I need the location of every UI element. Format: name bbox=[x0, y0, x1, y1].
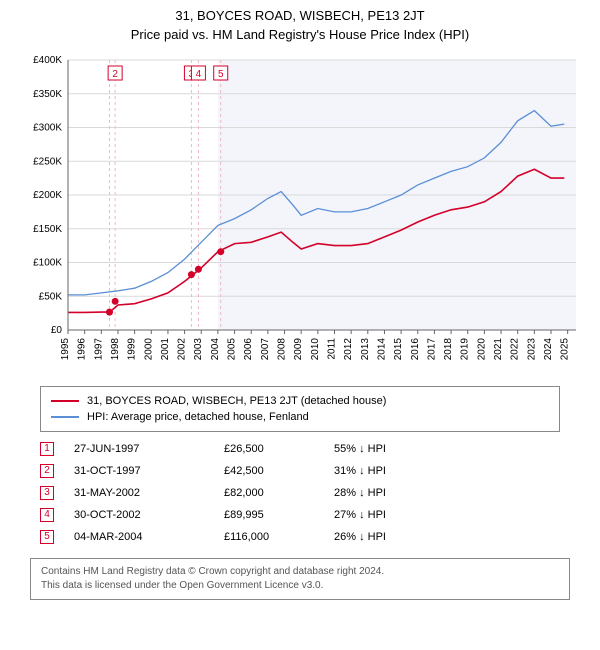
svg-text:£100K: £100K bbox=[33, 258, 62, 269]
sale-price: £42,500 bbox=[224, 460, 334, 482]
footer-line2: This data is licensed under the Open Gov… bbox=[41, 579, 559, 593]
svg-text:2020: 2020 bbox=[476, 338, 487, 361]
svg-text:2: 2 bbox=[112, 69, 118, 80]
title-block: 31, BOYCES ROAD, WISBECH, PE13 2JT Price… bbox=[0, 0, 600, 46]
svg-text:2004: 2004 bbox=[210, 338, 221, 361]
legend-item: HPI: Average price, detached house, Fenl… bbox=[51, 409, 549, 425]
legend-label: HPI: Average price, detached house, Fenl… bbox=[87, 409, 309, 425]
svg-text:£150K: £150K bbox=[33, 224, 62, 235]
sale-delta: 26% ↓ HPI bbox=[334, 526, 454, 548]
footer-attribution: Contains HM Land Registry data © Crown c… bbox=[30, 558, 570, 600]
svg-text:2016: 2016 bbox=[410, 338, 421, 361]
svg-text:2018: 2018 bbox=[443, 338, 454, 361]
sale-marker: 2 bbox=[40, 464, 54, 478]
svg-text:£200K: £200K bbox=[33, 190, 62, 201]
table-row: 1 27-JUN-1997£26,50055% ↓ HPI bbox=[40, 438, 560, 460]
chart: £0 £50K £100K £150K £200K £250K £300K £350K £400… bbox=[20, 50, 580, 380]
sale-price: £89,995 bbox=[224, 504, 334, 526]
sale-delta: 27% ↓ HPI bbox=[334, 504, 454, 526]
chart-container: 31, BOYCES ROAD, WISBECH, PE13 2JT Price… bbox=[0, 0, 600, 600]
svg-text:1995: 1995 bbox=[60, 338, 71, 361]
svg-text:2024: 2024 bbox=[543, 338, 554, 361]
svg-text:2007: 2007 bbox=[260, 338, 271, 361]
title-subtitle: Price paid vs. HM Land Registry's House … bbox=[10, 27, 590, 42]
sale-date: 04-MAR-2004 bbox=[74, 526, 224, 548]
svg-text:2025: 2025 bbox=[560, 338, 571, 361]
svg-text:2006: 2006 bbox=[243, 338, 254, 361]
svg-text:2001: 2001 bbox=[160, 338, 171, 361]
sale-delta: 55% ↓ HPI bbox=[334, 438, 454, 460]
svg-text:£50K: £50K bbox=[39, 291, 63, 302]
svg-text:2011: 2011 bbox=[326, 338, 337, 360]
legend: 31, BOYCES ROAD, WISBECH, PE13 2JT (deta… bbox=[40, 386, 560, 432]
table-row: 3 31-MAY-2002£82,00028% ↓ HPI bbox=[40, 482, 560, 504]
svg-text:2021: 2021 bbox=[493, 338, 504, 361]
svg-text:1997: 1997 bbox=[93, 338, 104, 361]
svg-text:2000: 2000 bbox=[143, 338, 154, 361]
sale-price: £26,500 bbox=[224, 438, 334, 460]
svg-text:1998: 1998 bbox=[110, 338, 121, 361]
svg-text:£250K: £250K bbox=[33, 156, 62, 167]
svg-text:2023: 2023 bbox=[526, 338, 537, 361]
footer-line1: Contains HM Land Registry data © Crown c… bbox=[41, 565, 559, 579]
svg-text:4: 4 bbox=[196, 69, 202, 80]
svg-text:2002: 2002 bbox=[177, 338, 188, 361]
svg-text:£0: £0 bbox=[51, 325, 63, 336]
svg-text:2019: 2019 bbox=[460, 338, 471, 361]
svg-text:2014: 2014 bbox=[376, 338, 387, 361]
sale-price: £82,000 bbox=[224, 482, 334, 504]
svg-text:2009: 2009 bbox=[293, 338, 304, 361]
sale-date: 30-OCT-2002 bbox=[74, 504, 224, 526]
svg-text:2008: 2008 bbox=[277, 338, 288, 361]
svg-text:2013: 2013 bbox=[360, 338, 371, 361]
table-row: 4 30-OCT-2002£89,99527% ↓ HPI bbox=[40, 504, 560, 526]
svg-text:2015: 2015 bbox=[393, 338, 404, 361]
svg-text:2017: 2017 bbox=[426, 338, 437, 361]
legend-label: 31, BOYCES ROAD, WISBECH, PE13 2JT (deta… bbox=[87, 393, 386, 409]
sale-marker: 3 bbox=[40, 486, 54, 500]
title-address: 31, BOYCES ROAD, WISBECH, PE13 2JT bbox=[10, 8, 590, 23]
svg-text:2010: 2010 bbox=[310, 338, 321, 361]
svg-text:2022: 2022 bbox=[510, 338, 521, 361]
svg-text:£400K: £400K bbox=[33, 55, 62, 66]
svg-text:1999: 1999 bbox=[127, 338, 138, 361]
svg-text:2005: 2005 bbox=[227, 338, 238, 361]
sale-delta: 31% ↓ HPI bbox=[334, 460, 454, 482]
legend-swatch bbox=[51, 400, 79, 402]
sale-date: 27-JUN-1997 bbox=[74, 438, 224, 460]
svg-text:2003: 2003 bbox=[193, 338, 204, 361]
svg-text:5: 5 bbox=[218, 69, 224, 80]
svg-text:1996: 1996 bbox=[77, 338, 88, 361]
sale-marker: 5 bbox=[40, 530, 54, 544]
sale-date: 31-OCT-1997 bbox=[74, 460, 224, 482]
legend-item: 31, BOYCES ROAD, WISBECH, PE13 2JT (deta… bbox=[51, 393, 549, 409]
sale-marker: 4 bbox=[40, 508, 54, 522]
svg-text:£350K: £350K bbox=[33, 89, 62, 100]
chart-svg: £0 £50K £100K £150K £200K £250K £300K £350K £400… bbox=[20, 50, 580, 380]
table-row: 2 31-OCT-1997£42,50031% ↓ HPI bbox=[40, 460, 560, 482]
sale-price: £116,000 bbox=[224, 526, 334, 548]
svg-text:£300K: £300K bbox=[33, 123, 62, 134]
sale-date: 31-MAY-2002 bbox=[74, 482, 224, 504]
sale-marker: 1 bbox=[40, 442, 54, 456]
legend-swatch bbox=[51, 416, 79, 418]
table-row: 5 04-MAR-2004£116,00026% ↓ HPI bbox=[40, 526, 560, 548]
sale-delta: 28% ↓ HPI bbox=[334, 482, 454, 504]
svg-text:2012: 2012 bbox=[343, 338, 354, 361]
sales-table: 1 27-JUN-1997£26,50055% ↓ HPI 2 31-OCT-1997… bbox=[40, 438, 560, 548]
